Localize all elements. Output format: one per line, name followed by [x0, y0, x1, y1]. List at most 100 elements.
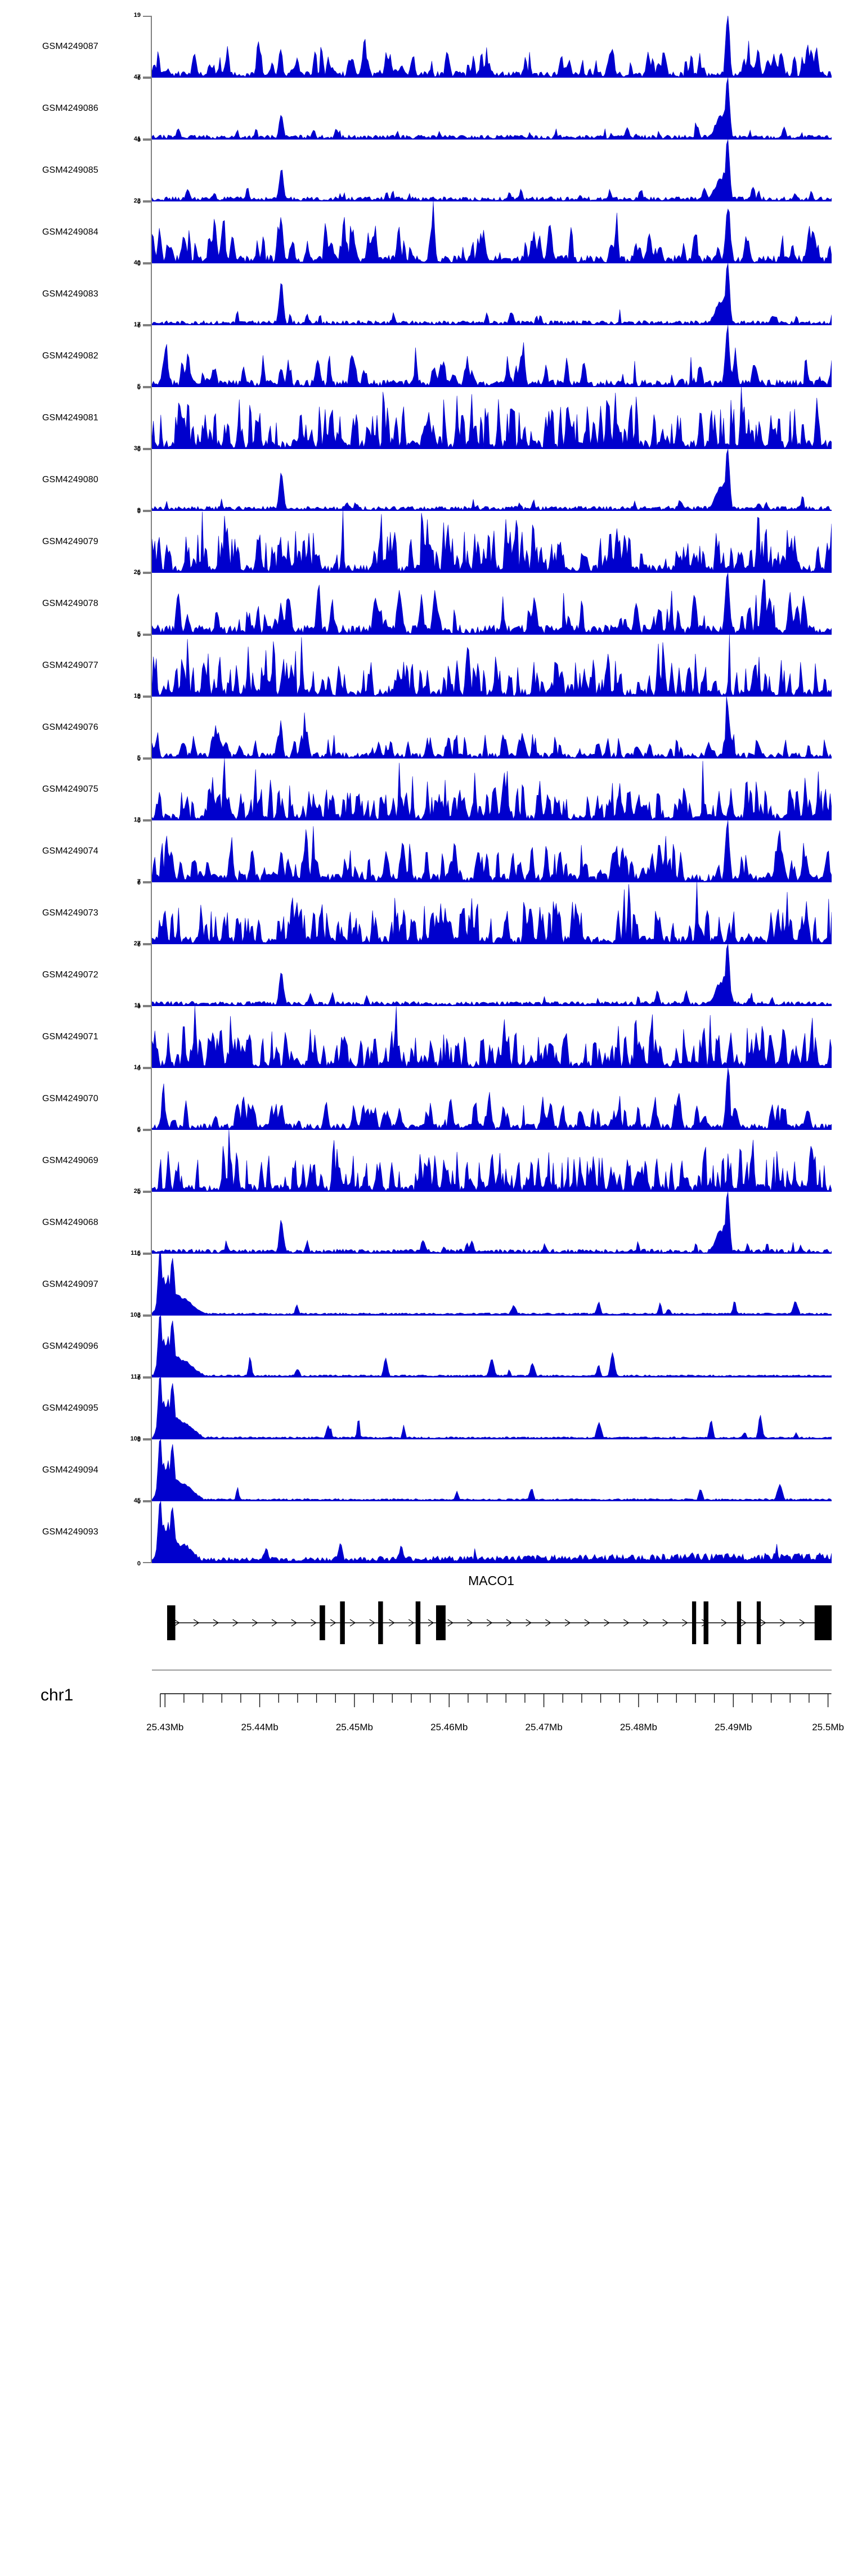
- y-axis-tick-max: [143, 1316, 151, 1317]
- y-axis-tick-min: [143, 510, 151, 511]
- y-axis-min-label: 0: [137, 199, 141, 205]
- track-label: GSM4249068: [42, 1218, 98, 1227]
- y-axis-tick-min: [143, 572, 151, 573]
- y-axis-min-label: 0: [137, 756, 141, 762]
- y-axis-tick-max: [143, 16, 151, 17]
- y-axis-tick-min: [143, 1562, 151, 1563]
- y-axis-tick-max: [143, 944, 151, 945]
- y-axis-tick-max: [143, 1439, 151, 1440]
- signal-waveform: [152, 16, 832, 78]
- y-axis-spine: [151, 1192, 152, 1254]
- y-axis-min-label: 0: [137, 1127, 141, 1134]
- y-axis-tick-min: [143, 943, 151, 944]
- gene-name-label: MACO1: [468, 1573, 514, 1588]
- y-axis-spine: [151, 1130, 152, 1192]
- y-axis-max-label: 109: [130, 1435, 141, 1442]
- track-label: GSM4249083: [42, 289, 98, 299]
- y-axis-spine: [151, 1439, 152, 1501]
- signal-waveform: [152, 1254, 832, 1316]
- y-axis-spine: [151, 1501, 152, 1563]
- y-axis-tick-min: [143, 1005, 151, 1006]
- y-axis-tick-min: [143, 1314, 151, 1316]
- signal-waveform: [152, 635, 832, 697]
- y-axis-tick-min: [143, 262, 151, 263]
- signal-waveform: [152, 449, 832, 511]
- signal-track-GSM4249095: GSM4249095 117 0: [0, 1374, 844, 1443]
- signal-track-GSM4249078: GSM4249078 26 0: [0, 569, 844, 639]
- signal-waveform: [152, 140, 832, 201]
- y-axis-max-label: 13: [133, 816, 141, 823]
- signal-track-GSM4249094: GSM4249094 109 0: [0, 1435, 844, 1505]
- track-plot-area: 117 0: [131, 1374, 832, 1443]
- track-label: GSM4249084: [42, 227, 98, 237]
- y-axis-max-label: 117: [131, 1374, 141, 1380]
- y-axis-tick-min: [143, 77, 151, 78]
- y-axis-min-label: 0: [137, 632, 141, 639]
- y-axis-spine: [151, 325, 152, 387]
- track-label: GSM4249093: [42, 1527, 98, 1537]
- y-axis-tick-max: [143, 511, 151, 512]
- signal-track-GSM4249097: GSM4249097 116 0: [0, 1250, 844, 1320]
- track-plot-area: 19 0: [134, 12, 832, 82]
- y-axis-tick-min: [143, 1438, 151, 1439]
- y-axis-tick-max: [143, 449, 151, 450]
- y-axis-min-label: 0: [137, 137, 141, 143]
- y-axis-tick-min: [143, 881, 151, 882]
- signal-track-GSM4249096: GSM4249096 103 0: [0, 1312, 844, 1381]
- track-plot-area: 45 0: [134, 1497, 832, 1567]
- y-axis-tick-max: [143, 1501, 151, 1502]
- y-axis-max-label: 23: [133, 198, 141, 204]
- track-label: GSM4249097: [42, 1280, 98, 1289]
- signal-waveform: [152, 697, 832, 759]
- y-axis-spine: [151, 1316, 152, 1377]
- track-label: GSM4249075: [42, 784, 98, 794]
- track-plot-area: 40 0: [134, 259, 832, 329]
- y-axis-spine: [151, 201, 152, 263]
- track-plot-area: 109 0: [131, 1435, 832, 1505]
- y-axis-max-label: 41: [133, 136, 141, 142]
- y-axis-spine: [151, 449, 152, 511]
- y-axis-tick-max: [143, 1254, 151, 1255]
- y-axis-tick-min: [143, 695, 151, 697]
- y-axis-tick-min: [143, 138, 151, 140]
- y-axis-min-label: 0: [137, 1313, 141, 1320]
- y-axis-tick-max: [143, 573, 151, 574]
- y-axis-max-label: 19: [133, 12, 141, 19]
- signal-waveform: [152, 201, 832, 263]
- signal-track-list: GSM4249087 19 0 GSM4249086 47 0 GSM4249085 41 0 G…: [0, 12, 844, 1567]
- y-axis-tick-min: [143, 819, 151, 820]
- track-plot-area: 19 0: [134, 693, 832, 762]
- signal-track-GSM4249080: GSM4249080 38 0: [0, 445, 844, 515]
- y-axis-min-label: 0: [137, 570, 141, 577]
- y-axis-tick-min: [143, 757, 151, 759]
- track-label: GSM4249074: [42, 846, 98, 856]
- y-axis-max-label: 40: [133, 259, 141, 266]
- signal-track-GSM4249082: GSM4249082 17 0: [0, 321, 844, 391]
- y-axis-tick-max: [143, 697, 151, 698]
- y-axis-tick-max: [143, 201, 151, 203]
- y-axis-min-label: 0: [137, 261, 141, 267]
- y-axis-max-label: 116: [131, 1250, 141, 1256]
- y-axis-tick-min: [143, 1191, 151, 1192]
- y-axis-spine: [151, 140, 152, 201]
- y-axis-max-label: 7: [137, 878, 141, 885]
- axis-tick-labels: 25.43Mb 25.44Mb 25.45Mb 25.46Mb 25.47Mb 25.48…: [146, 1722, 844, 1739]
- track-label: GSM4249069: [42, 1156, 98, 1165]
- y-axis-min-label: 0: [137, 818, 141, 824]
- signal-waveform: [152, 759, 832, 820]
- y-axis-tick-max: [143, 78, 151, 79]
- y-axis-min-label: 0: [137, 446, 141, 453]
- track-plot-area: 116 0: [131, 1250, 832, 1320]
- y-axis-tick-max: [143, 263, 151, 264]
- y-axis-min-label: 0: [137, 1251, 141, 1258]
- signal-waveform: [152, 1130, 832, 1192]
- track-plot-area: 41 0: [134, 136, 832, 205]
- track-label: GSM4249080: [42, 475, 98, 484]
- axis-tick-label: 25.49Mb: [715, 1722, 752, 1733]
- y-axis-max-label: 5: [137, 383, 141, 390]
- signal-waveform: [152, 78, 832, 140]
- track-label: GSM4249073: [42, 908, 98, 918]
- y-axis-min-label: 0: [137, 694, 141, 701]
